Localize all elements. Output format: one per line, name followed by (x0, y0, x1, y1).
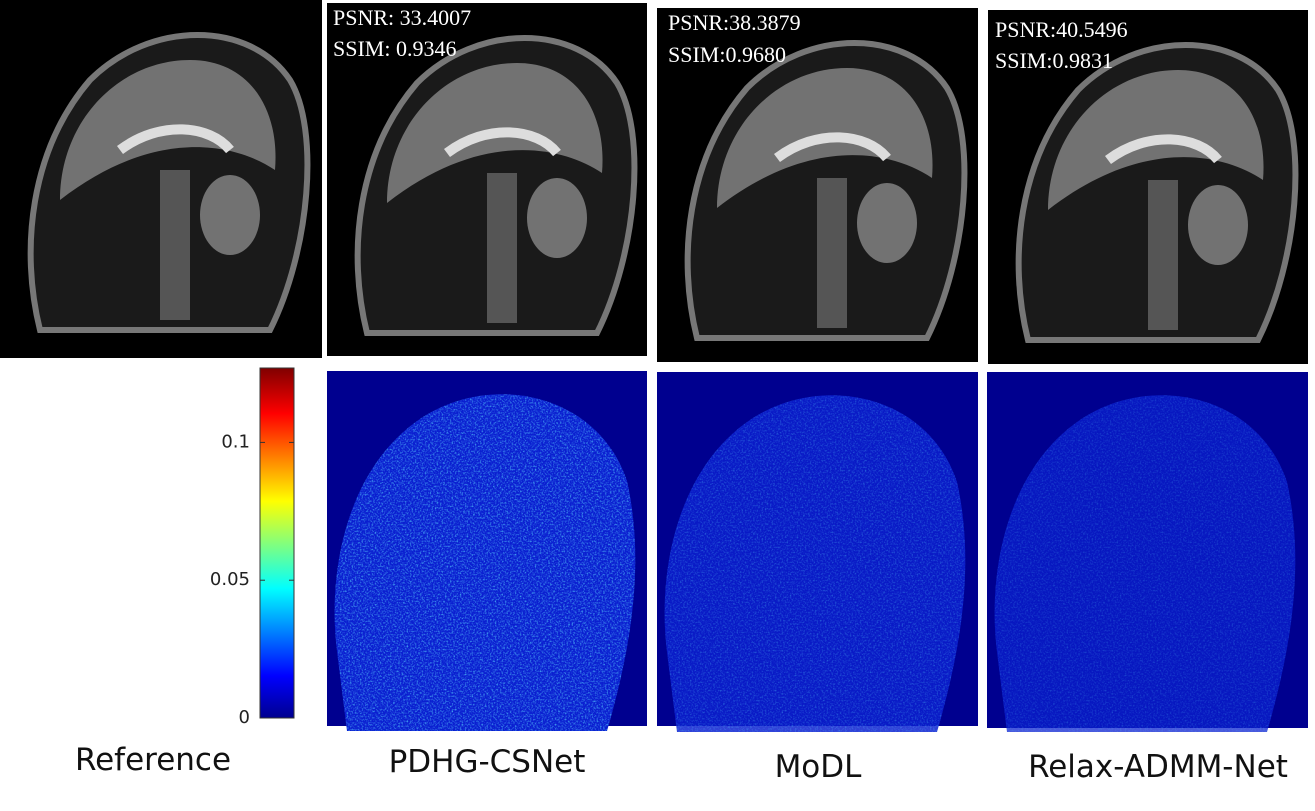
column-label: MoDL (775, 749, 863, 785)
column-label: PDHG-CSNet (389, 744, 586, 780)
colorbar (259, 367, 295, 719)
psnr: PSNR:40.5496 (995, 17, 1128, 42)
ssim: SSIM:0.9831 (995, 48, 1113, 73)
ssim: SSIM: 0.9346 (333, 36, 456, 61)
ssim: SSIM:0.9680 (668, 42, 786, 67)
colorbar-tick-label: 0.1 (221, 431, 250, 452)
psnr: PSNR:38.3879 (668, 10, 801, 35)
column-label: Relax-ADMM-Net (1028, 749, 1288, 785)
colorbar-tick-label: 0.05 (210, 569, 250, 590)
colorbar-tick-label: 0 (239, 707, 250, 728)
psnr: PSNR: 33.4007 (333, 5, 471, 30)
column-label: Reference (75, 742, 231, 778)
